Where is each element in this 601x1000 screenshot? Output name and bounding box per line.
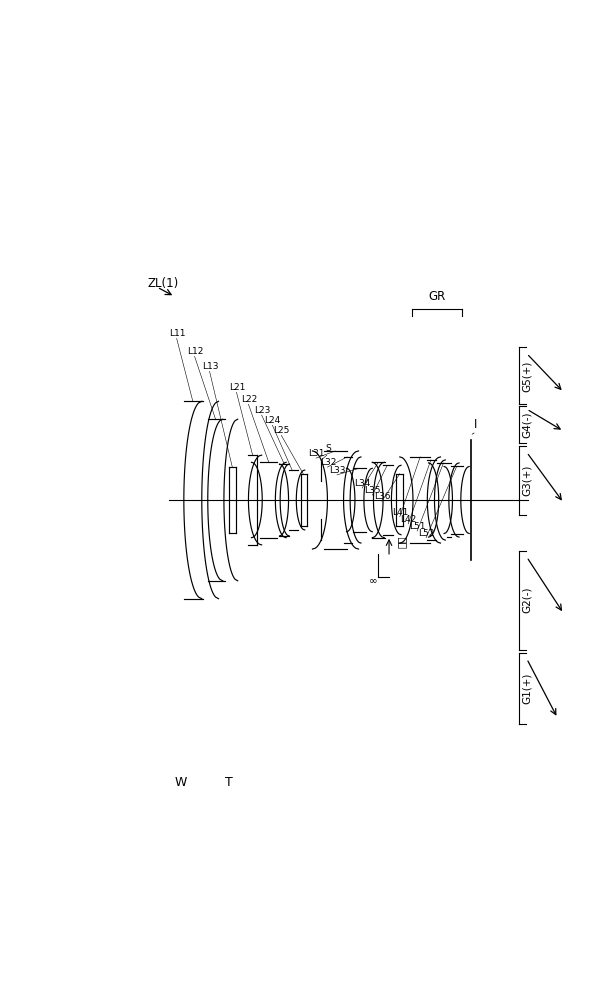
Text: L23: L23 (254, 406, 270, 415)
Text: L41: L41 (392, 508, 409, 517)
Text: L21: L21 (229, 383, 245, 392)
Text: G2(-): G2(-) (522, 587, 532, 613)
Text: ∞: ∞ (369, 576, 378, 586)
Text: L24: L24 (264, 416, 281, 425)
Text: L33: L33 (329, 466, 346, 475)
Text: G5(+): G5(+) (522, 360, 532, 392)
Text: 对焦: 对焦 (396, 535, 406, 548)
Text: GR: GR (428, 290, 445, 303)
Text: L11: L11 (169, 329, 185, 338)
Text: T: T (225, 776, 233, 789)
Text: S: S (326, 444, 331, 453)
Text: G4(-): G4(-) (522, 411, 532, 438)
Text: ZL(1): ZL(1) (148, 277, 179, 290)
Text: L13: L13 (202, 362, 218, 371)
Text: L36: L36 (374, 492, 391, 501)
Text: L51: L51 (409, 522, 426, 531)
Text: W: W (175, 776, 187, 789)
Text: G3(+): G3(+) (522, 465, 532, 496)
Text: L35: L35 (365, 486, 381, 495)
Text: L34: L34 (355, 479, 371, 488)
Text: L22: L22 (240, 395, 257, 404)
Text: L52: L52 (418, 529, 435, 538)
Text: L25: L25 (273, 426, 290, 435)
Text: L42: L42 (400, 515, 416, 524)
Text: L32: L32 (320, 458, 336, 467)
Text: G1(+): G1(+) (522, 673, 532, 704)
Text: L12: L12 (187, 347, 203, 356)
Text: I: I (474, 418, 477, 431)
Text: L31: L31 (308, 449, 325, 458)
